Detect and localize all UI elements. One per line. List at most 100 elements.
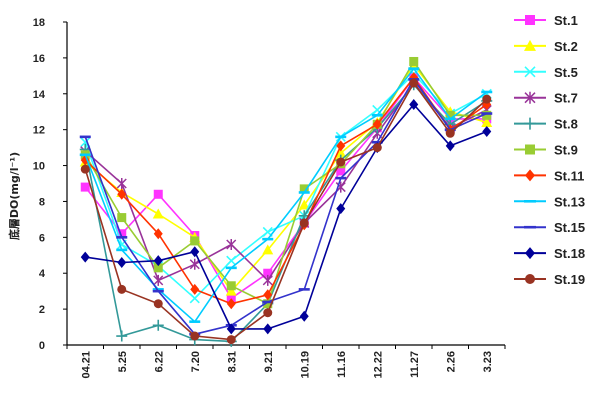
y-tick-label: 4 bbox=[39, 268, 46, 280]
data-point bbox=[336, 203, 346, 215]
data-point bbox=[226, 281, 236, 291]
data-point bbox=[445, 140, 455, 152]
data-point bbox=[409, 99, 419, 111]
legend-item: St.19 bbox=[514, 272, 585, 287]
legend-item: St.13 bbox=[514, 194, 585, 209]
legend-swatch-marker bbox=[525, 169, 535, 182]
legend-item: St.7 bbox=[514, 91, 578, 106]
data-point bbox=[152, 208, 164, 219]
data-point bbox=[262, 274, 273, 286]
legend-swatch-marker bbox=[525, 144, 535, 155]
data-point bbox=[226, 323, 236, 335]
data-point bbox=[80, 251, 90, 263]
legend-label: St.18 bbox=[554, 246, 585, 261]
x-tick-label: 11.16 bbox=[336, 351, 348, 378]
data-point bbox=[372, 143, 382, 153]
data-point bbox=[116, 330, 128, 342]
y-tick-label: 10 bbox=[33, 161, 45, 173]
data-point bbox=[372, 104, 383, 115]
data-point bbox=[298, 199, 310, 210]
data-point bbox=[117, 188, 127, 200]
data-point bbox=[335, 147, 347, 158]
x-tick-label: 11.27 bbox=[409, 351, 421, 378]
legend-swatch-marker bbox=[524, 117, 536, 130]
legend-item: St.2 bbox=[514, 39, 578, 54]
x-tick-label: 12.22 bbox=[372, 351, 384, 379]
x-tick-label: 8.31 bbox=[226, 351, 238, 372]
data-point bbox=[482, 94, 492, 104]
legend-label: St.13 bbox=[554, 194, 585, 209]
series-line bbox=[85, 103, 488, 330]
data-point bbox=[80, 154, 90, 166]
data-point bbox=[481, 116, 493, 127]
legend-swatch-marker bbox=[525, 247, 535, 260]
series-st-19 bbox=[80, 78, 492, 345]
data-point bbox=[116, 178, 127, 189]
data-point bbox=[336, 157, 346, 167]
data-point bbox=[117, 256, 127, 268]
data-point bbox=[299, 218, 309, 228]
x-tick-label: 04.21 bbox=[80, 351, 92, 379]
legend-label: St.2 bbox=[554, 39, 578, 54]
series-layer bbox=[79, 56, 493, 347]
y-tick-label: 6 bbox=[39, 232, 45, 244]
data-point bbox=[226, 255, 237, 266]
series-line bbox=[84, 76, 488, 305]
data-point bbox=[372, 118, 382, 130]
data-point bbox=[299, 310, 309, 322]
data-point bbox=[409, 56, 419, 66]
data-point bbox=[152, 319, 164, 331]
data-point bbox=[262, 244, 274, 255]
legend: St.1 St.2 St.5 St.7 St.8 St.9 St.11 St.13 St.15 S… bbox=[514, 13, 585, 287]
legend-label: St.15 bbox=[554, 220, 585, 235]
data-point bbox=[263, 299, 273, 309]
legend-label: St.7 bbox=[554, 91, 578, 106]
data-point bbox=[335, 181, 346, 193]
x-tick-label: 2.26 bbox=[445, 351, 457, 372]
legend-swatch-marker bbox=[524, 39, 536, 51]
legend-item: St.18 bbox=[514, 246, 585, 261]
data-point bbox=[117, 229, 127, 239]
data-point bbox=[226, 335, 236, 345]
data-point bbox=[225, 285, 237, 296]
legend-item: St.9 bbox=[514, 143, 578, 158]
legend-label: St.5 bbox=[554, 65, 578, 80]
data-point bbox=[263, 308, 273, 318]
data-point bbox=[263, 289, 273, 301]
data-point bbox=[189, 293, 200, 304]
series-line bbox=[84, 82, 488, 341]
y-axis-label: 底層DO(mg/l⁻¹) bbox=[7, 152, 21, 240]
data-point bbox=[190, 246, 200, 258]
data-point bbox=[117, 284, 127, 294]
y-tick-label: 16 bbox=[33, 53, 45, 65]
legend-swatch-marker bbox=[525, 274, 535, 284]
data-point bbox=[263, 268, 273, 278]
data-point bbox=[153, 263, 163, 273]
legend-label: St.19 bbox=[554, 272, 585, 287]
legend-item: St.5 bbox=[514, 65, 578, 80]
data-point bbox=[190, 283, 200, 295]
legend-swatch-marker bbox=[524, 66, 536, 78]
data-point bbox=[153, 299, 163, 309]
data-point bbox=[299, 184, 309, 194]
legend-item: St.11 bbox=[514, 168, 584, 183]
x-tick-label: 9.21 bbox=[263, 351, 275, 372]
series-line bbox=[84, 64, 488, 293]
data-point bbox=[80, 182, 90, 192]
legend-label: St.1 bbox=[554, 13, 578, 28]
data-point bbox=[153, 189, 163, 199]
data-point bbox=[226, 298, 236, 310]
data-point bbox=[190, 331, 200, 341]
x-tick-label: 7.20 bbox=[190, 351, 202, 372]
data-point bbox=[153, 228, 163, 240]
y-tick-label: 2 bbox=[39, 304, 45, 316]
data-point bbox=[117, 213, 127, 223]
data-point bbox=[482, 110, 492, 120]
data-point bbox=[336, 140, 346, 152]
x-tick-label: 5.25 bbox=[117, 351, 129, 372]
legend-item: St.8 bbox=[514, 117, 578, 132]
legend-label: St.11 bbox=[554, 168, 584, 183]
data-point bbox=[226, 239, 237, 251]
data-point bbox=[409, 78, 419, 88]
